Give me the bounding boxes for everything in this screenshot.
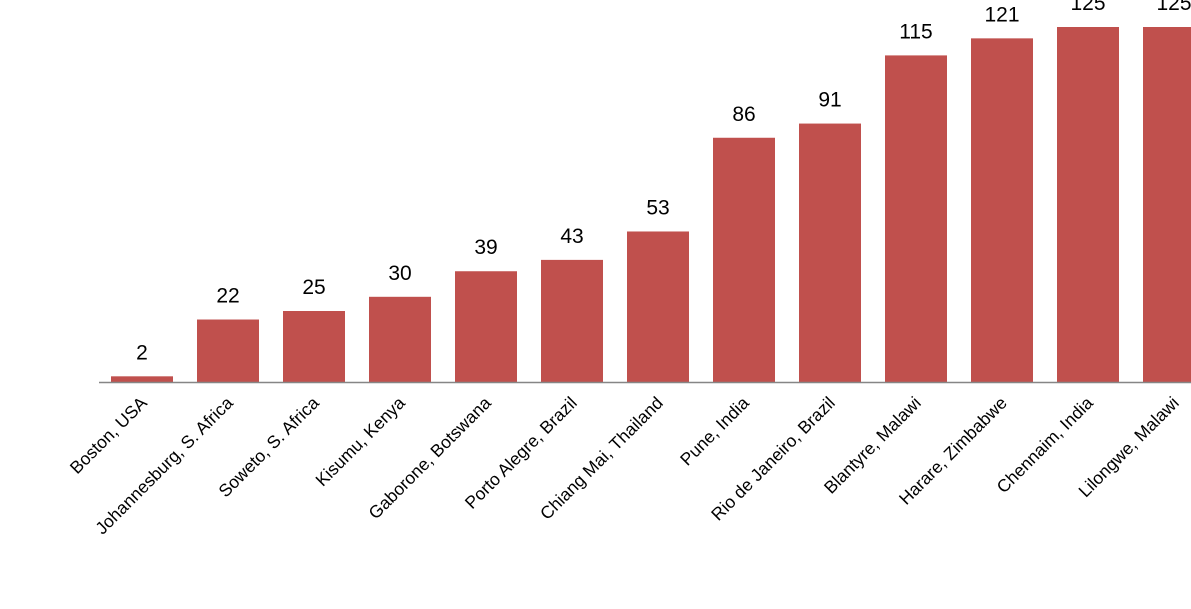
bar bbox=[713, 137, 775, 382]
bar-value-label: 2 bbox=[136, 341, 148, 364]
bar bbox=[369, 296, 431, 382]
bar bbox=[197, 319, 259, 382]
bar-value-label: 22 bbox=[216, 285, 239, 308]
bar bbox=[283, 311, 345, 382]
bar-value-label: 125 bbox=[1156, 0, 1191, 15]
bar bbox=[455, 271, 517, 382]
bar bbox=[799, 123, 861, 382]
bar-value-label: 91 bbox=[818, 89, 841, 112]
bar bbox=[541, 259, 603, 382]
x-tick-label: Boston, USA bbox=[66, 392, 151, 477]
bar bbox=[1143, 27, 1191, 382]
x-tick-label: Kisumu, Kenya bbox=[311, 393, 409, 491]
bar-value-label: 86 bbox=[732, 103, 755, 126]
bar-value-label: 39 bbox=[474, 236, 497, 259]
bar-value-label: 53 bbox=[646, 196, 669, 219]
bar-value-label: 115 bbox=[899, 20, 932, 43]
bar-value-label: 43 bbox=[560, 225, 583, 248]
bar-value-label: 121 bbox=[984, 3, 1019, 26]
x-tick-label: Johannesburg, S. Africa bbox=[91, 392, 237, 538]
bar-value-label: 125 bbox=[1070, 0, 1105, 15]
bars-group bbox=[111, 27, 1191, 383]
bar bbox=[971, 38, 1033, 383]
bar bbox=[885, 55, 947, 383]
bar-value-label: 30 bbox=[388, 262, 411, 285]
bar bbox=[111, 376, 173, 382]
bar bbox=[627, 231, 689, 382]
x-tick-label: Pune, India bbox=[676, 393, 753, 470]
bar-value-label: 25 bbox=[302, 276, 325, 299]
bar bbox=[1057, 27, 1119, 382]
